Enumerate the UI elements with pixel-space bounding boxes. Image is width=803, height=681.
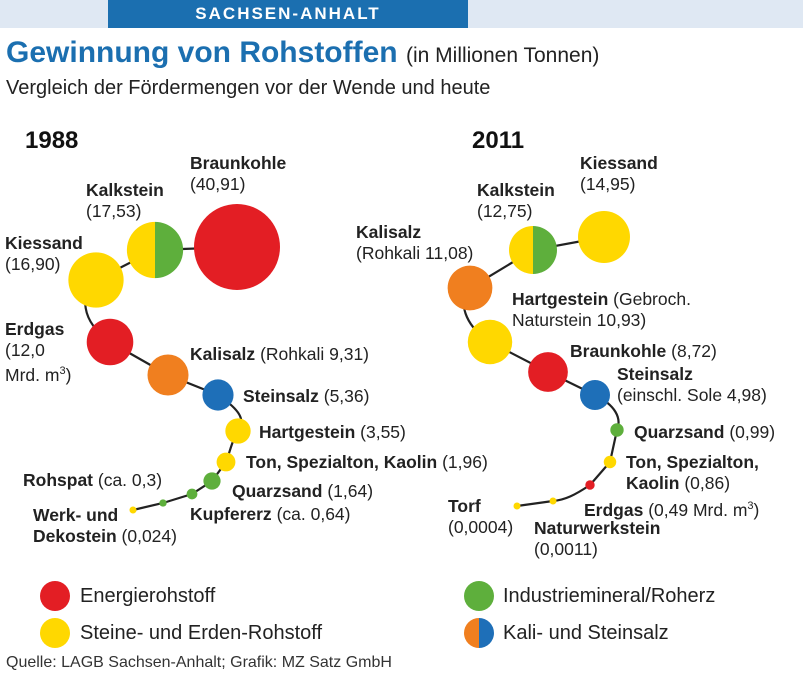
legend-industrie-label: Industriemineral/Roherz: [503, 585, 716, 607]
label-1988-werkstein: Werk- und Dekostein (0,024): [33, 505, 177, 546]
bubble-1988-kalisalz: [147, 354, 189, 396]
label-1988-kiessand: Kiessand (16,90): [5, 233, 83, 274]
bubble-1988-steinsalz: [202, 379, 234, 411]
bubble-2011-hartgestein: [467, 319, 513, 365]
bubble-1988-hartgestein: [225, 418, 251, 444]
label-1988-braunkohle: Braunkohle (40,91): [190, 153, 287, 194]
label-2011-kalkstein: Kalkstein (12,75): [477, 180, 555, 221]
bubble-1988-erdgas: [86, 318, 134, 366]
bubble-1988-quarzsand: [203, 472, 221, 490]
label-1988-kupfererz: Kupfererz (ca. 0,64): [190, 504, 351, 524]
bubble-2011-steinsalz: [579, 379, 611, 411]
bubble-1988-kalkstein-industrie-half: [155, 221, 184, 279]
label-2011-kalisalz: Kalisalz (Rohkali 11,08): [356, 222, 474, 263]
bubble-2011-kiessand: [578, 211, 630, 263]
label-1988-erdgas: Erdgas (12,0 Mrd. m3): [5, 319, 72, 385]
label-1988-kalisalz: Kalisalz (Rohkali 9,31): [190, 344, 370, 364]
bubble-2011-ton-spezialton-kaolin: [603, 455, 617, 469]
bubble-2011-naturwerkstein: [549, 497, 557, 505]
title-text: Gewinnung von Rohstoffen: [6, 36, 398, 69]
label-1988-rohspat: Rohspat (ca. 0,3): [23, 470, 163, 490]
label-2011-kiessand: Kiessand (14,95): [580, 153, 658, 194]
label-1988-hartgestein: Hartgestein (3,55): [259, 422, 406, 442]
bubble-2011-torf: [513, 502, 521, 510]
source-note: Quelle: LAGB Sachsen-Anhalt; Grafik: MZ …: [6, 654, 392, 671]
title-unit: (in Millionen Tonnen): [405, 44, 600, 67]
label-2011-steinsalz: Steinsalz (einschl. Sole 4,98): [617, 364, 767, 405]
bubble-1988-kalkstein-steine-half: [126, 221, 155, 279]
label-2011-torf: Torf (0,0004): [448, 496, 514, 537]
bubble-2011-braunkohle: [528, 352, 568, 392]
label-2011-ton: Ton, Spezialton, Kaolin (0,86): [626, 452, 759, 493]
legend-steine-label: Steine- und Erden-Rohstoff: [80, 622, 323, 644]
bubble-1988-rohspat: [159, 499, 167, 507]
chart-title: Gewinnung von Rohstoffen (in Millionen T…: [6, 36, 599, 70]
bubble-2011-kalkstein-industrie-half: [533, 225, 558, 275]
year-2011: 2011: [472, 127, 525, 154]
label-1988-quarzsand: Quarzsand (1,64): [232, 481, 374, 501]
legend-energie-label: Energierohstoff: [80, 585, 216, 607]
region-banner: SACHSEN-ANHALT: [108, 0, 468, 28]
label-2011-braunkohle: Braunkohle (8,72): [570, 341, 717, 361]
year-1988: 1988: [25, 127, 79, 154]
legend-kali-swatch: [464, 618, 494, 648]
chart-subtitle: Vergleich der Fördermengen vor der Wende…: [6, 77, 491, 99]
legend-kali-label: Kali- und Steinsalz: [503, 622, 669, 644]
bubble-1988-kiessand: [68, 252, 124, 308]
bubble-1988-werk-und-dekostein: [129, 506, 137, 514]
label-2011-hartgestein: Hartgestein (Gebroch. Naturstein 10,93): [512, 289, 691, 330]
label-2011-quarzsand: Quarzsand (0,99): [634, 422, 776, 442]
legend-industrie-swatch: [464, 581, 494, 611]
bubbles-2011: [447, 211, 630, 510]
label-1988-kalkstein: Kalkstein (17,53): [86, 180, 164, 221]
bubble-2011-kalisalz: [447, 265, 493, 311]
legend-kali-half: [464, 618, 479, 648]
bubble-2011-kalkstein-steine-half: [508, 225, 533, 275]
legend-steinsalz-half: [479, 618, 494, 648]
label-1988-steinsalz: Steinsalz (5,36): [243, 386, 370, 406]
bubble-1988-ton-spezialton-kaolin: [216, 452, 236, 472]
bubbles-1988: [68, 204, 280, 514]
label-2011-naturwerkstein: Naturwerkstein (0,0011): [534, 518, 661, 559]
label-1988-ton: Ton, Spezialton, Kaolin (1,96): [246, 452, 488, 472]
bubble-1988-kupfererz: [186, 488, 198, 500]
legend-steine-swatch: [40, 618, 70, 648]
label-2011-erdgas: Erdgas (0,49 Mrd. m3): [584, 499, 760, 520]
bubble-2011-quarzsand: [610, 423, 624, 437]
bubble-1988-braunkohle: [194, 204, 280, 290]
bubble-2011-erdgas: [585, 480, 595, 490]
legend-energie-swatch: [40, 581, 70, 611]
